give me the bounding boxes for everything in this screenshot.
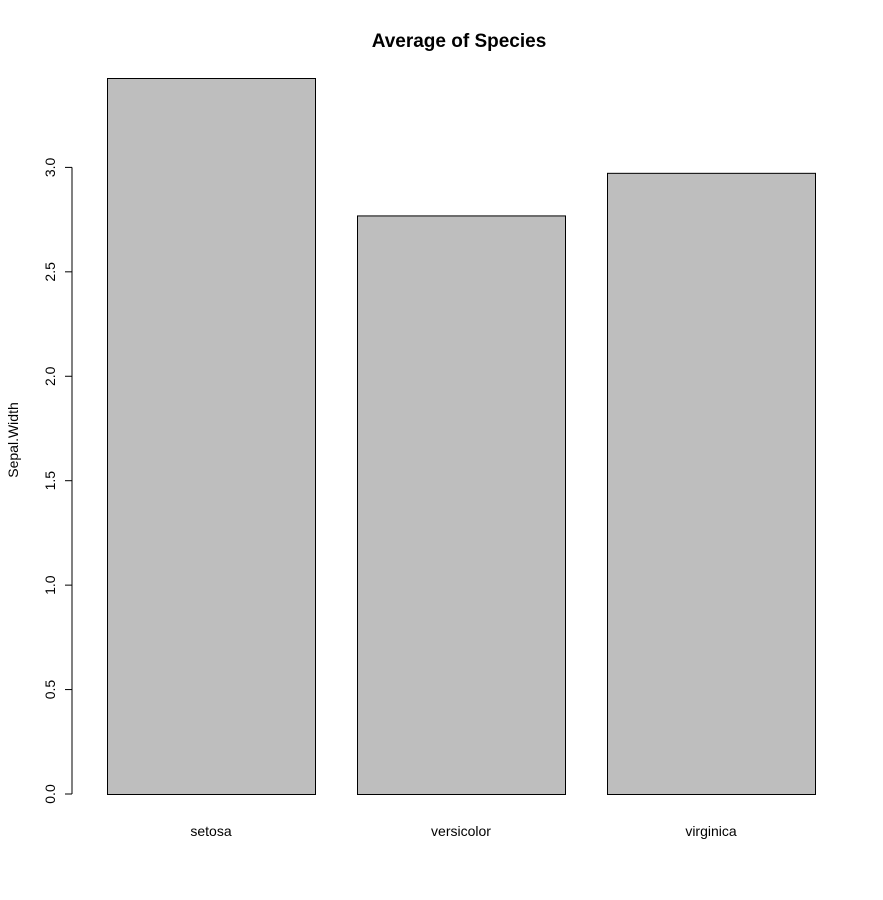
y-tick-label: 2.5 — [42, 262, 58, 282]
x-tick-label: setosa — [190, 823, 231, 839]
y-axis-label: Sepal.Width — [5, 402, 21, 477]
bar-virginica — [607, 172, 816, 796]
y-tick-label: 3.0 — [42, 157, 58, 177]
y-tick-label: 1.5 — [42, 471, 58, 491]
x-tick-labels: setosa versicolor virginica — [190, 823, 737, 839]
y-axis: 0.0 0.5 1.0 1.5 2.0 2.5 3.0 — [42, 157, 73, 804]
x-tick-label: versicolor — [431, 823, 491, 839]
x-tick-label: virginica — [685, 823, 737, 839]
y-tick-label: 0.0 — [42, 784, 58, 804]
bars-group — [107, 78, 816, 796]
bar-versicolor — [357, 215, 566, 795]
chart-title: Average of Species — [372, 31, 547, 52]
y-tick-label: 0.5 — [42, 680, 58, 700]
y-tick-label: 1.0 — [42, 575, 58, 595]
bar-setosa — [107, 78, 316, 795]
y-tick-label: 2.0 — [42, 366, 58, 386]
